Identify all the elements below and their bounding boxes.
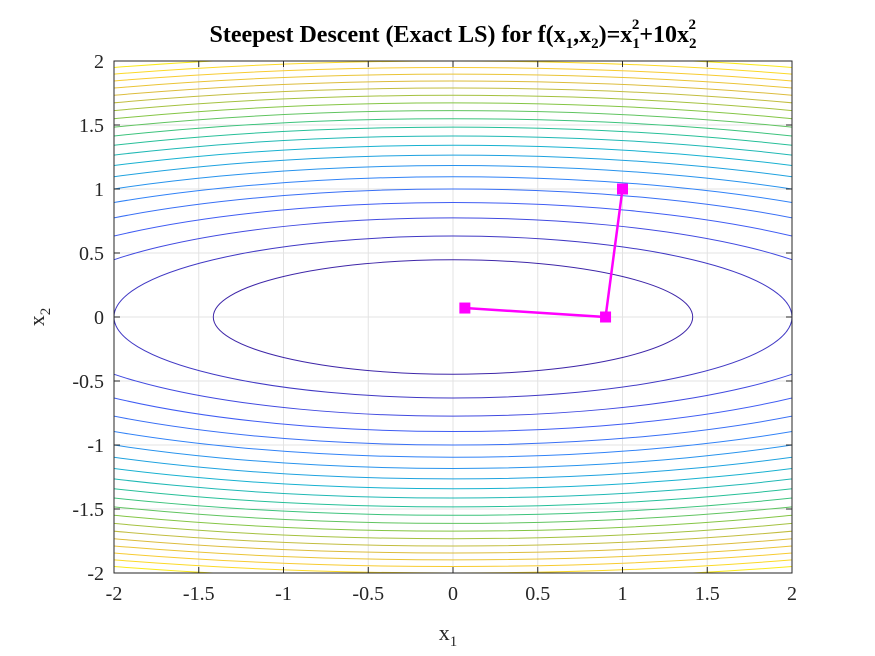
path-marker — [600, 311, 612, 323]
contour-level — [114, 176, 792, 458]
x-tick-label: 0 — [448, 583, 458, 605]
y-tick-label: 1 — [94, 179, 104, 201]
y-tick-label: -1.5 — [72, 499, 104, 521]
x-tick-label: 0.5 — [525, 583, 550, 605]
y-tick-label: -1 — [87, 435, 104, 457]
contour-level — [114, 80, 792, 554]
path-marker — [617, 183, 628, 195]
y-tick-label: -0.5 — [72, 371, 104, 393]
contour-level — [114, 217, 792, 417]
path-marker — [459, 302, 471, 314]
y-tick-label: 2 — [94, 51, 104, 73]
contour-level — [114, 73, 792, 561]
contour-level — [114, 126, 792, 508]
x-tick-label: -2 — [106, 583, 123, 605]
y-tick-label: 0.5 — [79, 243, 104, 265]
y-tick-labels: -2 -1.5 -1 -0.5 0 0.5 1 1.5 2 — [72, 51, 104, 585]
contour-level — [114, 188, 792, 446]
contour-level — [212, 259, 694, 375]
ticks — [113, 60, 793, 574]
y-tick-label: 1.5 — [79, 115, 104, 137]
contour-level — [114, 135, 792, 499]
contour-level — [114, 165, 792, 469]
contour-level — [114, 110, 792, 524]
x-tick-label: -1 — [275, 583, 292, 605]
chart-title: Steepest Descent (Exact LS) for f(x1,x2)… — [210, 17, 697, 52]
contour-level — [114, 235, 792, 399]
x-tick-label: -0.5 — [352, 583, 384, 605]
x-axis-label: x1 — [439, 620, 458, 650]
contour-level — [114, 202, 792, 432]
y-tick-label: 0 — [94, 307, 104, 329]
y-axis-label: x2 — [24, 308, 54, 327]
x-tick-labels: -2 -1.5 -1 -0.5 0 0.5 1 1.5 2 — [106, 583, 797, 605]
x-tick-label: -1.5 — [183, 583, 215, 605]
contour-lines — [114, 61, 792, 573]
contour-level — [114, 87, 792, 547]
y-tick-label: -2 — [87, 563, 104, 585]
contour-level — [114, 154, 792, 480]
contour-level — [114, 102, 792, 532]
x-tick-label: 1 — [618, 583, 628, 605]
contour-level — [114, 67, 792, 567]
descent-path — [459, 183, 628, 323]
contour-level — [114, 144, 792, 490]
contour-level — [114, 118, 792, 516]
x-tick-label: 1.5 — [695, 583, 720, 605]
contour-level — [114, 94, 792, 540]
x-tick-label: 2 — [787, 583, 797, 605]
